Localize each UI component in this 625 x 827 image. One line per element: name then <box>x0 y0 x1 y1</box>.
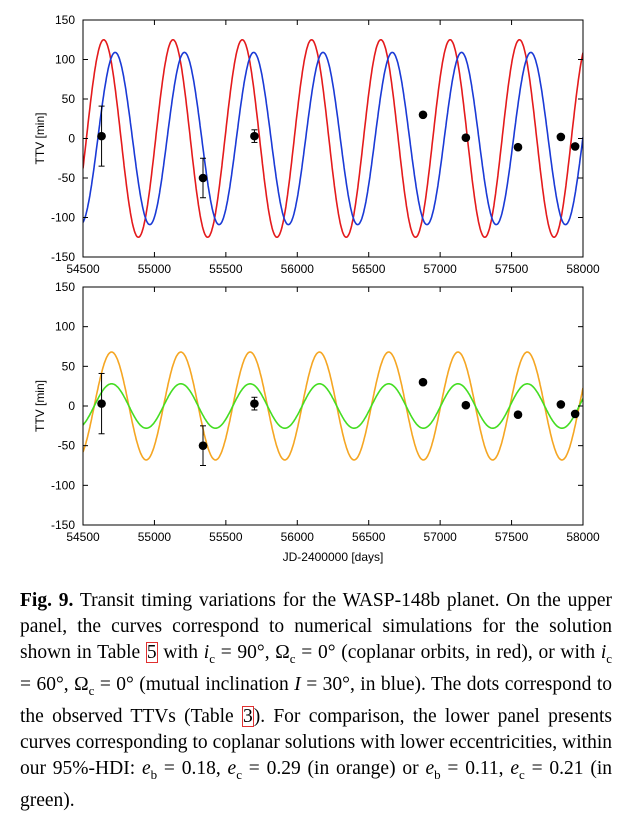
observed-ttv-point <box>570 409 580 419</box>
y-tick-label: 50 <box>62 359 76 373</box>
plot-frame <box>82 19 584 258</box>
x-tick-label: 57000 <box>423 530 457 544</box>
observed-ttv-point <box>418 110 428 120</box>
observed-ttv-point <box>570 142 580 151</box>
caption-label: Fig. 9. <box>20 590 74 611</box>
upper-panel: 54500 55000 55500 56000 56500 57000 57500 58000… <box>33 13 600 276</box>
y-tick-label: -50 <box>58 171 76 185</box>
observed-ttv-point <box>250 131 259 141</box>
y-tick-label: -100 <box>51 211 75 225</box>
y-tick-label: 50 <box>62 92 76 106</box>
x-tick-label: 57500 <box>495 530 529 544</box>
observed-ttv-point <box>418 377 428 387</box>
x-tick-label: 56000 <box>281 262 315 276</box>
series-line-1 <box>83 38 583 239</box>
observed-ttv-point <box>556 132 566 142</box>
y-tick-label: -50 <box>58 439 76 453</box>
observed-ttv-point <box>461 400 471 410</box>
x-axis-label: JD-2400000 [days] <box>283 550 384 564</box>
x-tick-label: 58000 <box>566 530 600 544</box>
figure-caption: Fig. 9. Transit timing variations for th… <box>20 590 613 811</box>
x-tick-label: 55000 <box>138 530 172 544</box>
x-tick-label: 57500 <box>495 262 529 276</box>
y-tick-label: 150 <box>55 13 75 27</box>
x-tick-label: 58000 <box>566 262 600 276</box>
observed-ttv-point <box>556 400 566 409</box>
x-tick-label: 54500 <box>66 530 100 544</box>
x-tick-label: 55000 <box>138 262 172 276</box>
y-tick-label: -150 <box>51 250 75 264</box>
ttv-figure: 54500 55000 55500 56000 56500 57000 57500 58000… <box>33 13 600 564</box>
observed-ttv-point <box>513 142 523 152</box>
y-tick-label: 100 <box>55 53 75 67</box>
y-tick-label: 0 <box>68 132 75 146</box>
observed-ttv-point <box>250 399 259 408</box>
y-tick-label: -100 <box>51 478 75 492</box>
x-tick-label: 56500 <box>352 262 386 276</box>
x-tick-label: 57000 <box>423 262 457 276</box>
x-tick-label: 54500 <box>66 262 100 276</box>
y-tick-label: -150 <box>51 518 75 532</box>
x-tick-label: 56500 <box>352 530 386 544</box>
x-tick-label: 55500 <box>209 262 243 276</box>
y-tick-label: 150 <box>55 280 75 294</box>
observed-ttv-point <box>198 173 208 183</box>
observed-ttv-point <box>97 131 106 141</box>
observed-ttv-point <box>97 399 106 408</box>
series-line-2 <box>83 383 583 429</box>
observed-ttv-point <box>461 133 471 143</box>
x-tick-label: 56000 <box>281 530 315 544</box>
observed-ttv-point <box>513 410 523 420</box>
table-ref-link[interactable]: 3 <box>241 705 254 727</box>
lower-panel: 54500 55000 55500 56000 56500 57000 57500 58000… <box>33 280 600 564</box>
y-tick-label: 100 <box>55 320 75 334</box>
series-line-1 <box>83 351 583 461</box>
table-ref-link[interactable]: 5 <box>145 642 158 663</box>
y-axis-label: TTV [min] <box>33 112 47 164</box>
observed-ttv-point <box>198 441 208 450</box>
plot-frame <box>82 286 584 526</box>
series-line-2 <box>83 51 583 226</box>
y-tick-label: 0 <box>68 399 75 413</box>
y-axis-label: TTV [min] <box>33 380 47 432</box>
x-tick-label: 55500 <box>209 530 243 544</box>
